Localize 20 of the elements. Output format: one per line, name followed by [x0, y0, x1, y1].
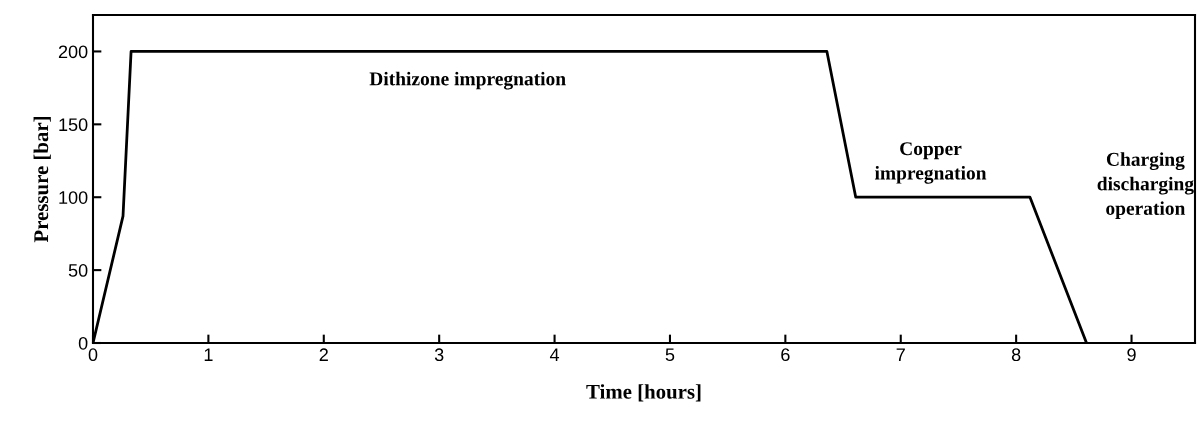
y-tick-label: 0	[78, 336, 88, 350]
x-tick-label: 0	[88, 348, 98, 362]
x-tick-label: 1	[204, 348, 213, 361]
y-tick-label: 50	[68, 264, 88, 277]
x-tick-label: 7	[896, 348, 905, 361]
x-tick-label: 8	[1011, 348, 1021, 362]
annotation: Dithizone impregnation	[369, 71, 566, 90]
annotation: Copper impregnation	[874, 142, 987, 184]
x-tick-label: 6	[781, 348, 790, 362]
y-axis-title: Pressure [bar]	[33, 116, 51, 243]
y-tick-label: 100	[59, 191, 88, 204]
x-tick-label: 9	[1127, 348, 1136, 362]
x-tick-label: 4	[549, 348, 560, 361]
x-tick-label: 5	[665, 348, 675, 362]
annotation: Charging discharging operation	[1097, 152, 1194, 219]
x-axis-title: Time [hours]	[586, 384, 701, 402]
y-tick-label: 200	[58, 45, 88, 59]
y-tick-label: 150	[59, 118, 88, 132]
x-tick-label: 2	[319, 348, 328, 361]
x-tick-label: 3	[434, 348, 444, 362]
